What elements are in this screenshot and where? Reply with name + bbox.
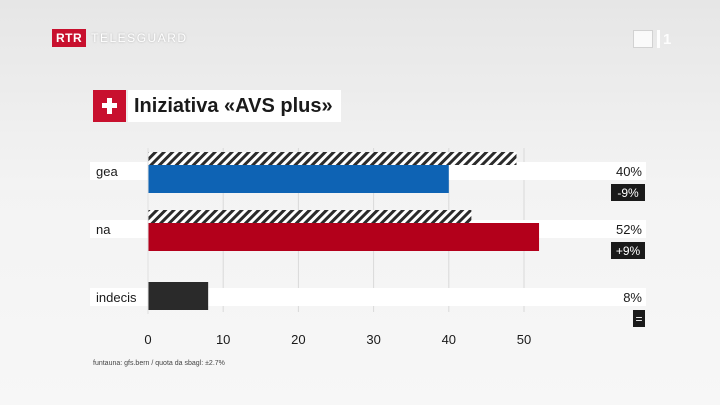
category-label: na bbox=[96, 222, 111, 237]
channel-bug: 1 bbox=[633, 29, 671, 49]
change-badge bbox=[611, 242, 645, 259]
value-label: 8% bbox=[623, 290, 642, 305]
change-badge bbox=[633, 310, 645, 327]
row-band bbox=[90, 288, 646, 306]
source-note: funtauna: gfs.bern / quota da sbagl: ±2.… bbox=[93, 360, 225, 367]
x-tick-label: 40 bbox=[442, 332, 456, 347]
x-tick-label: 20 bbox=[291, 332, 305, 347]
x-tick-label: 0 bbox=[144, 332, 151, 347]
chart-title-block: Iniziativa «AVS plus» bbox=[93, 90, 341, 122]
swiss-tv-icon bbox=[633, 30, 653, 48]
rtr-logo: RTR TELESGUARD bbox=[52, 29, 188, 47]
current-bar bbox=[148, 165, 449, 193]
change-label: -9% bbox=[617, 186, 639, 200]
change-badge bbox=[611, 184, 645, 201]
change-label: +9% bbox=[616, 244, 641, 258]
value-label: 40% bbox=[616, 164, 642, 179]
change-label: = bbox=[635, 312, 642, 326]
channel-separator bbox=[657, 30, 660, 48]
channel-name: TELESGUARD bbox=[91, 31, 188, 45]
x-tick-label: 10 bbox=[216, 332, 230, 347]
current-bar bbox=[148, 223, 540, 251]
chart-title: Iniziativa «AVS plus» bbox=[128, 90, 341, 122]
value-label: 52% bbox=[616, 222, 642, 237]
logo-mark: RTR bbox=[52, 29, 87, 47]
previous-bar bbox=[148, 210, 472, 223]
channel-number: 1 bbox=[663, 30, 672, 48]
category-label: gea bbox=[96, 164, 118, 179]
swiss-flag-icon bbox=[93, 90, 126, 122]
category-label: indecis bbox=[96, 290, 137, 305]
current-bar bbox=[148, 282, 209, 310]
previous-bar bbox=[148, 152, 517, 165]
x-tick-label: 30 bbox=[366, 332, 380, 347]
x-tick-label: 50 bbox=[517, 332, 531, 347]
